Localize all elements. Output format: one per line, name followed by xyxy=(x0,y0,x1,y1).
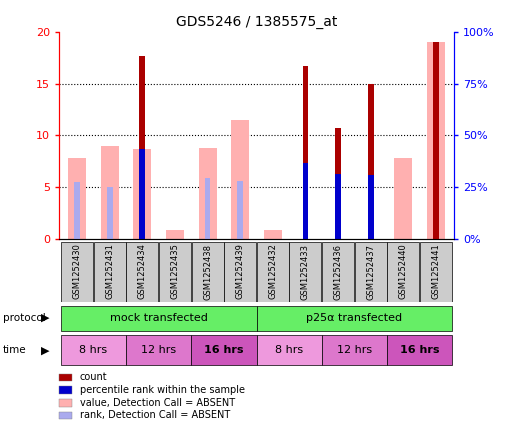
Bar xyxy=(303,66,308,239)
FancyBboxPatch shape xyxy=(420,242,452,302)
FancyBboxPatch shape xyxy=(126,335,191,365)
Text: GSM1252437: GSM1252437 xyxy=(366,244,375,299)
Text: mock transfected: mock transfected xyxy=(110,313,207,323)
Text: GSM1252440: GSM1252440 xyxy=(399,244,408,299)
Bar xyxy=(205,178,210,239)
Bar xyxy=(368,175,373,239)
Bar xyxy=(303,163,308,239)
FancyBboxPatch shape xyxy=(126,242,158,302)
Text: protocol: protocol xyxy=(3,313,45,323)
Bar xyxy=(368,83,373,239)
Text: 16 hrs: 16 hrs xyxy=(400,345,440,355)
FancyBboxPatch shape xyxy=(289,242,322,302)
FancyBboxPatch shape xyxy=(256,335,322,365)
Text: ▶: ▶ xyxy=(41,345,49,355)
Text: GSM1252439: GSM1252439 xyxy=(235,244,245,299)
Bar xyxy=(140,149,145,239)
Text: ▶: ▶ xyxy=(41,313,49,323)
Text: GSM1252433: GSM1252433 xyxy=(301,244,310,299)
FancyBboxPatch shape xyxy=(256,306,452,331)
FancyBboxPatch shape xyxy=(355,242,387,302)
Bar xyxy=(74,182,80,239)
Bar xyxy=(427,42,445,239)
FancyBboxPatch shape xyxy=(191,335,256,365)
Bar xyxy=(264,230,282,239)
Text: time: time xyxy=(3,345,26,355)
Text: 8 hrs: 8 hrs xyxy=(79,345,107,355)
Text: GSM1252436: GSM1252436 xyxy=(333,244,343,299)
FancyBboxPatch shape xyxy=(191,242,224,302)
FancyBboxPatch shape xyxy=(93,242,126,302)
Text: GSM1252432: GSM1252432 xyxy=(268,244,278,299)
Title: GDS5246 / 1385575_at: GDS5246 / 1385575_at xyxy=(176,15,337,29)
Bar xyxy=(335,174,341,239)
FancyBboxPatch shape xyxy=(159,242,191,302)
Bar xyxy=(335,128,341,239)
Text: count: count xyxy=(80,372,107,382)
Bar xyxy=(231,120,249,239)
Bar xyxy=(433,42,439,239)
Text: 12 hrs: 12 hrs xyxy=(337,345,372,355)
Bar xyxy=(199,148,216,239)
Bar xyxy=(133,149,151,239)
Text: GSM1252435: GSM1252435 xyxy=(170,244,180,299)
Text: GSM1252434: GSM1252434 xyxy=(138,244,147,299)
Text: rank, Detection Call = ABSENT: rank, Detection Call = ABSENT xyxy=(80,410,230,420)
Bar xyxy=(101,146,119,239)
Text: percentile rank within the sample: percentile rank within the sample xyxy=(80,385,245,395)
FancyBboxPatch shape xyxy=(257,242,289,302)
FancyBboxPatch shape xyxy=(61,306,256,331)
FancyBboxPatch shape xyxy=(61,335,126,365)
Text: 12 hrs: 12 hrs xyxy=(141,345,176,355)
Text: 8 hrs: 8 hrs xyxy=(275,345,303,355)
Bar xyxy=(107,187,112,239)
Text: GSM1252431: GSM1252431 xyxy=(105,244,114,299)
FancyBboxPatch shape xyxy=(387,335,452,365)
Bar xyxy=(68,158,86,239)
FancyBboxPatch shape xyxy=(322,242,354,302)
FancyBboxPatch shape xyxy=(61,242,93,302)
Text: GSM1252441: GSM1252441 xyxy=(431,244,441,299)
Text: value, Detection Call = ABSENT: value, Detection Call = ABSENT xyxy=(80,398,234,408)
Bar xyxy=(394,158,412,239)
FancyBboxPatch shape xyxy=(322,335,387,365)
Bar xyxy=(433,168,439,239)
Bar xyxy=(166,230,184,239)
FancyBboxPatch shape xyxy=(387,242,420,302)
Text: p25α transfected: p25α transfected xyxy=(306,313,403,323)
FancyBboxPatch shape xyxy=(224,242,256,302)
Text: 16 hrs: 16 hrs xyxy=(204,345,244,355)
Text: GSM1252438: GSM1252438 xyxy=(203,244,212,299)
Bar xyxy=(140,55,145,239)
Bar xyxy=(237,181,243,239)
Text: GSM1252430: GSM1252430 xyxy=(72,244,82,299)
